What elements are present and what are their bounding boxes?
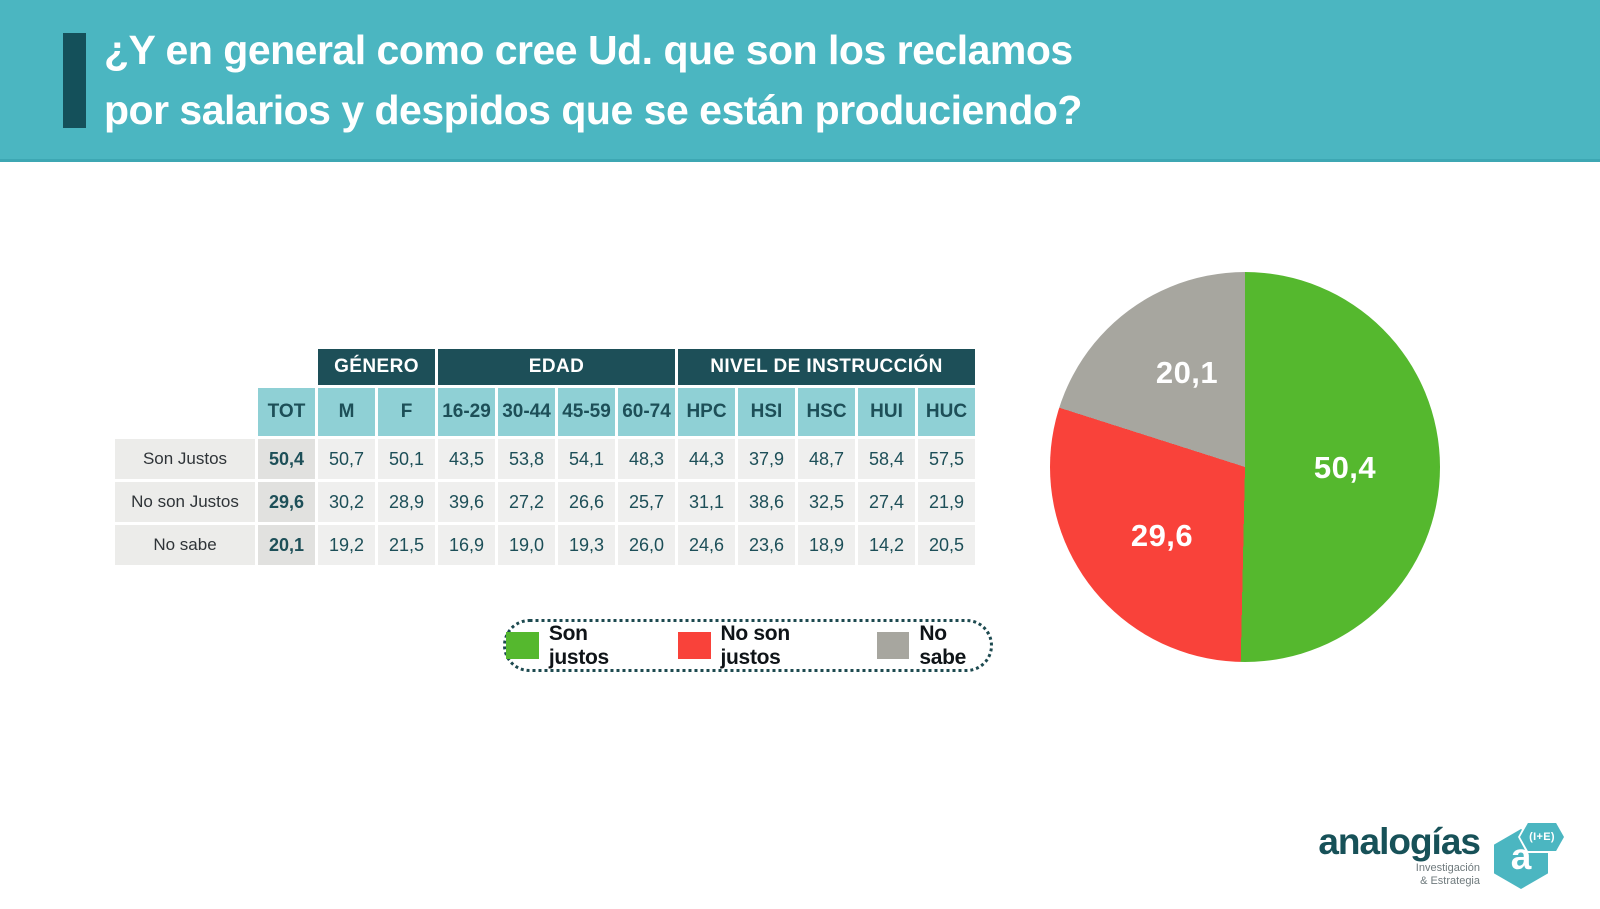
table-group-header: NIVEL DE INSTRUCCIÓN <box>678 349 975 385</box>
logo-hexagon-icon: a (I+E) <box>1494 821 1566 889</box>
table-column-header: F <box>378 388 435 436</box>
table-column-header: TOT <box>258 388 315 436</box>
table-cell: 43,5 <box>438 439 495 479</box>
table-column-header: HUI <box>858 388 915 436</box>
table-cell: 28,9 <box>378 482 435 522</box>
table-cell: 21,5 <box>378 525 435 565</box>
table-cell: 48,3 <box>618 439 675 479</box>
table-cell: 25,7 <box>618 482 675 522</box>
pie-label-no-son-justos: 29,6 <box>1130 518 1194 553</box>
pie-label-no-sabe: 20,1 <box>1155 355 1219 390</box>
table-cell: 39,6 <box>438 482 495 522</box>
table-cell: 27,2 <box>498 482 555 522</box>
table-cell: 58,4 <box>858 439 915 479</box>
table-row-label: Son Justos <box>115 439 255 479</box>
analogias-logo: analogías Investigación & Estrategia a (… <box>1318 820 1566 889</box>
table-cell: 38,6 <box>738 482 795 522</box>
table-cell: 26,6 <box>558 482 615 522</box>
table-cell-total: 50,4 <box>258 439 315 479</box>
pie-chart <box>1050 272 1440 662</box>
legend-swatch-icon <box>506 632 539 659</box>
logo-hexagon-badge-text: (I+E) <box>1520 823 1564 851</box>
table-cell: 16,9 <box>438 525 495 565</box>
table-cell: 21,9 <box>918 482 975 522</box>
logo-tagline: Investigación & Estrategia <box>1318 862 1480 888</box>
chart-legend: Son justos No son justos No sabe <box>503 619 993 672</box>
table-cell: 50,1 <box>378 439 435 479</box>
table-column-header: 30-44 <box>498 388 555 436</box>
table-cell: 19,0 <box>498 525 555 565</box>
table-cell: 31,1 <box>678 482 735 522</box>
table-cell: 44,3 <box>678 439 735 479</box>
table-cell: 19,3 <box>558 525 615 565</box>
table-cell: 14,2 <box>858 525 915 565</box>
table-column-header: M <box>318 388 375 436</box>
table-row-label: No sabe <box>115 525 255 565</box>
legend-item-label: No son justos <box>720 621 791 669</box>
page-title-line1: ¿Y en general como cree Ud. que son los … <box>104 27 1073 73</box>
header-banner: ¿Y en general como cree Ud. que son los … <box>0 0 1600 162</box>
table-cell: 54,1 <box>558 439 615 479</box>
table-cell: 37,9 <box>738 439 795 479</box>
crosstab-table: GÉNERO EDAD NIVEL DE INSTRUCCIÓN TOT M F 16-29… <box>115 349 975 565</box>
legend-swatch-icon <box>876 632 910 659</box>
table-cell: 32,5 <box>798 482 855 522</box>
table-cell: 18,9 <box>798 525 855 565</box>
table-cell: 23,6 <box>738 525 795 565</box>
table-cell: 20,5 <box>918 525 975 565</box>
table-row-label: No son Justos <box>115 482 255 522</box>
table-cell: 53,8 <box>498 439 555 479</box>
table-column-header: HSI <box>738 388 795 436</box>
table-column-header: 60-74 <box>618 388 675 436</box>
logo-tagline-line1: Investigación <box>1415 861 1480 874</box>
table-cell: 50,7 <box>318 439 375 479</box>
logo-wordmark: analogías <box>1318 820 1481 862</box>
table-group-header: GÉNERO <box>318 349 435 385</box>
table-cell: 57,5 <box>918 439 975 479</box>
legend-item: No sabe <box>876 621 990 670</box>
table-group-header: EDAD <box>438 349 675 385</box>
table-label-spacer <box>115 388 255 436</box>
table-column-header: HSC <box>798 388 855 436</box>
table-cell-total: 29,6 <box>258 482 315 522</box>
legend-item: Son justos <box>506 622 642 670</box>
legend-item: No son justos <box>677 621 841 670</box>
table-cell-total: 20,1 <box>258 525 315 565</box>
table-column-header: HPC <box>678 388 735 436</box>
table-column-header: 45-59 <box>558 388 615 436</box>
logo-tagline-line2: & Estrategia <box>1420 874 1480 887</box>
page-title-line2: por salarios y despidos que se están pro… <box>104 87 1082 133</box>
legend-item-label: Son justos <box>548 621 609 669</box>
logo-text-block: analogías Investigación & Estrategia <box>1318 820 1481 888</box>
table-column-header: 16-29 <box>438 388 495 436</box>
table-cell: 19,2 <box>318 525 375 565</box>
table-column-header: HUC <box>918 388 975 436</box>
table-cell: 24,6 <box>678 525 735 565</box>
table-cell: 48,7 <box>798 439 855 479</box>
table-cell: 30,2 <box>318 482 375 522</box>
table-cell: 26,0 <box>618 525 675 565</box>
legend-swatch-icon <box>677 632 711 659</box>
page-title: ¿Y en general como cree Ud. que son los … <box>104 20 1082 140</box>
table-cell: 27,4 <box>858 482 915 522</box>
pie-label-son-justos: 50,4 <box>1313 450 1377 485</box>
title-accent-bar <box>63 33 86 128</box>
table-corner-spacer <box>115 349 315 385</box>
legend-item-label: No sabe <box>919 621 967 669</box>
pie-chart-container: 50,4 29,6 20,1 <box>1050 272 1440 662</box>
logo-hexagon-badge-icon: (I+E) <box>1518 821 1566 853</box>
